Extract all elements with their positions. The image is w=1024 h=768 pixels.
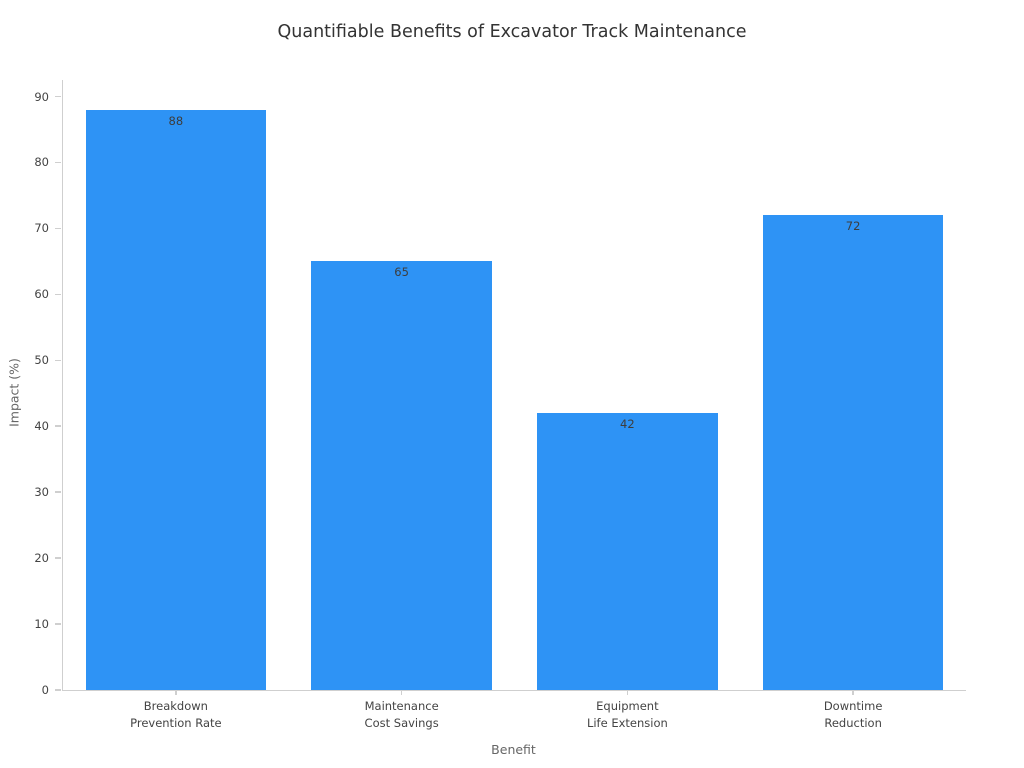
- y-tick-mark-40: [55, 425, 61, 427]
- bar-value-label-maintenance: 65: [394, 265, 409, 280]
- bar-downtime: 72: [762, 215, 944, 690]
- y-tick-label-80: 80: [34, 155, 49, 170]
- y-tick-mark-90: [55, 95, 61, 98]
- y-tick-label-40: 40: [34, 419, 49, 434]
- bar-maintenance: 65: [311, 261, 492, 690]
- x-tick-label-equipment: Equipment Life Extension: [586, 699, 668, 730]
- y-axis-label: Impact (%): [6, 358, 22, 427]
- x-tick-mark-breakdown: [175, 690, 177, 695]
- bar-value-label-breakdown: 88: [168, 113, 184, 128]
- x-axis-label: Benefit: [491, 742, 536, 757]
- bar-equipment: 42: [537, 413, 718, 690]
- plot-area: 0 10 20 30 40 50 60 70 80 90 88 Breakdown Preventio…: [34, 80, 966, 730]
- y-tick-mark-60: [55, 293, 61, 296]
- y-tick-mark-30: [55, 491, 61, 493]
- y-tick-mark-20: [55, 557, 61, 559]
- y-tick-label-20: 20: [34, 551, 49, 566]
- y-tick-label-90: 90: [34, 89, 49, 104]
- x-tick-mark-maintenance: [400, 690, 403, 695]
- chart-title: Quantifiable Benefits of Excavator Track…: [277, 22, 747, 42]
- x-tick-label-breakdown: Breakdown Prevention Rate: [130, 699, 222, 730]
- y-tick-mark-80: [55, 161, 61, 164]
- x-tick-label-maintenance: Maintenance Cost Savings: [364, 699, 439, 730]
- bar-breakdown: 88: [85, 109, 267, 690]
- y-tick-label-30: 30: [34, 485, 49, 500]
- y-tick-mark-10: [55, 623, 61, 625]
- bar-value-label-downtime: 72: [845, 219, 861, 234]
- x-tick-label-downtime: Downtime Reduction: [823, 699, 883, 730]
- x-tick-mark-downtime: [852, 690, 854, 695]
- y-tick-mark-50: [55, 359, 61, 362]
- y-tick-label-10: 10: [34, 617, 49, 632]
- y-tick-label-50: 50: [34, 353, 49, 368]
- y-tick-label-0: 0: [41, 683, 49, 697]
- y-tick-label-70: 70: [34, 221, 49, 236]
- x-tick-mark-equipment: [626, 690, 629, 695]
- y-tick-mark-0: [55, 689, 61, 691]
- y-tick-label-60: 60: [34, 287, 49, 302]
- y-tick-mark-70: [55, 227, 61, 230]
- bar-value-label-equipment: 42: [620, 417, 635, 432]
